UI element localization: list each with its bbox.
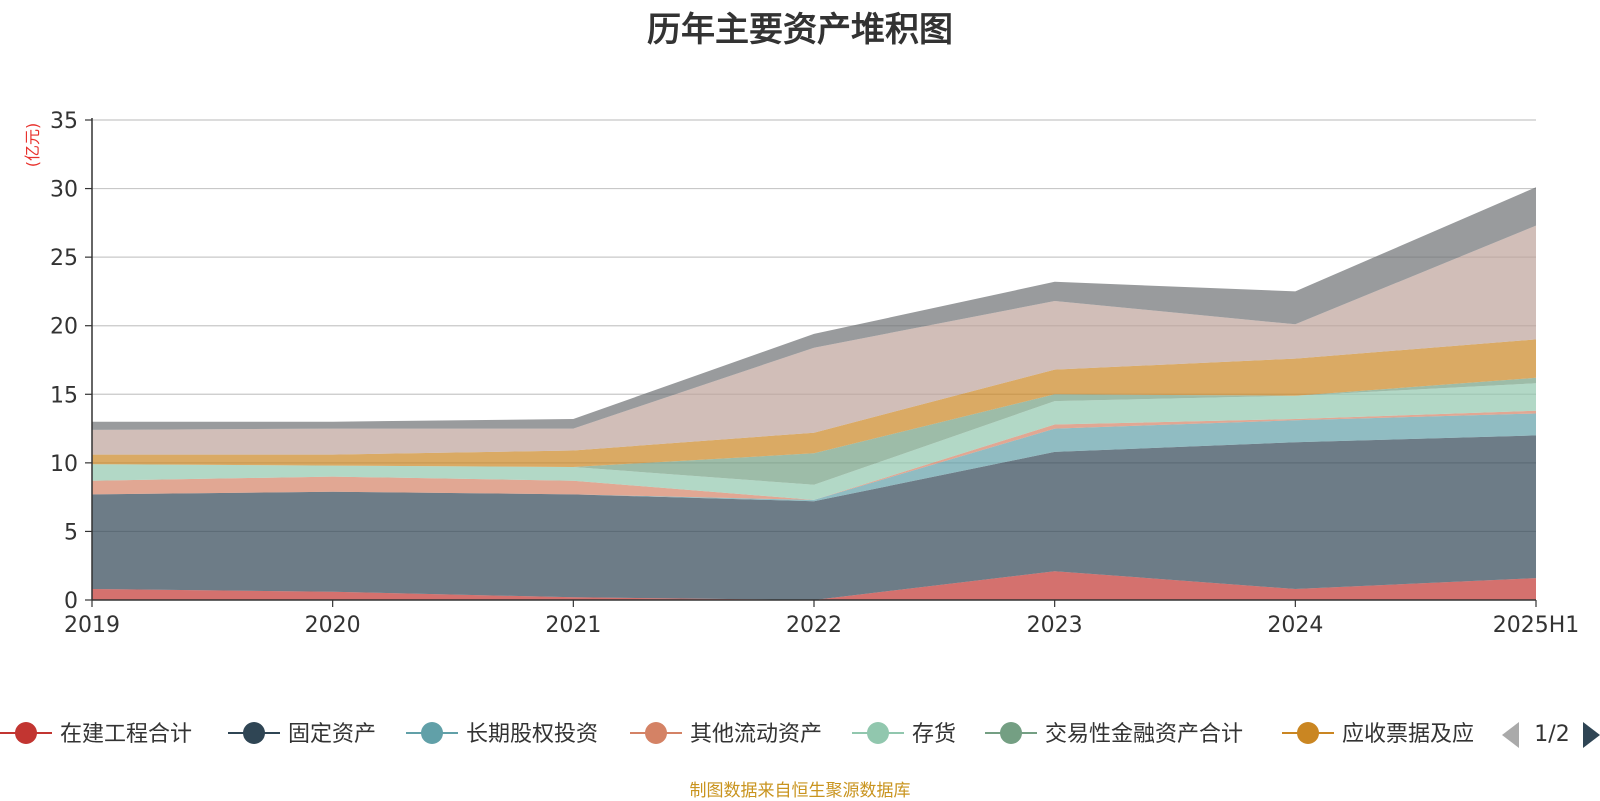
legend-marker (15, 722, 37, 744)
legend-label: 应收票据及应 (1342, 722, 1474, 747)
y-tick-label: 15 (50, 383, 78, 408)
x-tick-label: 2023 (1027, 613, 1083, 638)
legend-item-交易性金融资产合计[interactable]: 交易性金融资产合计 (985, 722, 1243, 747)
axes: 0 5 10 15 20 25 30 35 (亿元) 2019 2020 2021 2022 2023 20… (23, 109, 1579, 638)
area-series-其他流动资产 (92, 410, 1536, 500)
legend-item-固定资产[interactable]: 固定资产 (228, 722, 376, 747)
legend-marker (1297, 722, 1319, 744)
area-series (92, 187, 1536, 600)
legend[interactable]: 在建工程合计 固定资产 长期股权投资 其他流动资产 存货 交易性金融资产合计 应收票据及应 1… (0, 722, 1600, 748)
area-series-存货 (92, 383, 1536, 500)
y-tick-label: 0 (64, 589, 78, 614)
legend-label: 长期股权投资 (466, 722, 598, 747)
legend-marker (421, 722, 443, 744)
area-series-series-8 (92, 225, 1536, 455)
x-tick-label: 2022 (786, 613, 842, 638)
y-tick-label: 25 (50, 246, 78, 271)
legend-item-在建工程合计[interactable]: 在建工程合计 (0, 722, 192, 747)
legend-label: 固定资产 (288, 722, 376, 747)
y-tick-label: 30 (50, 178, 78, 203)
legend-item-存货[interactable]: 存货 (852, 722, 956, 747)
legend-marker (243, 722, 265, 744)
y-tick-label: 5 (64, 520, 78, 545)
legend-next-arrow-icon[interactable] (1583, 722, 1600, 748)
legend-prev-arrow-icon[interactable] (1502, 722, 1519, 748)
legend-label: 存货 (912, 722, 956, 747)
x-tick-label: 2025H1 (1493, 613, 1580, 638)
area-series-固定资产 (92, 435, 1536, 600)
legend-label: 交易性金融资产合计 (1045, 722, 1243, 747)
y-tick-label: 10 (50, 452, 78, 477)
area-series-series-9 (92, 187, 1536, 430)
legend-marker (645, 722, 667, 744)
y-axis-label: (亿元) (23, 123, 42, 168)
legend-marker (1000, 722, 1022, 744)
area-series-长期股权投资 (92, 413, 1536, 502)
x-tick-label: 2019 (64, 613, 120, 638)
data-source-note: 制图数据来自恒生聚源数据库 (689, 781, 911, 801)
legend-label: 其他流动资产 (690, 722, 822, 747)
legend-marker (867, 722, 889, 744)
legend-item-应收票据及应[interactable]: 应收票据及应 (1282, 722, 1474, 747)
x-tick-label: 2020 (305, 613, 361, 638)
area-series-交易性金融资产合计 (92, 377, 1536, 485)
legend-item-长期股权投资[interactable]: 长期股权投资 (406, 722, 598, 747)
legend-item-其他流动资产[interactable]: 其他流动资产 (630, 722, 822, 747)
legend-page-indicator: 1/2 (1534, 722, 1569, 747)
x-tick-label: 2021 (545, 613, 601, 638)
y-tick-label: 35 (50, 109, 78, 134)
legend-label: 在建工程合计 (60, 722, 192, 747)
y-tick-label: 20 (50, 315, 78, 340)
area-series-在建工程合计 (92, 571, 1536, 600)
chart-title: 历年主要资产堆积图 (647, 10, 953, 50)
area-series-应收票据及应收账款 (92, 339, 1536, 467)
x-tick-label: 2024 (1267, 613, 1323, 638)
